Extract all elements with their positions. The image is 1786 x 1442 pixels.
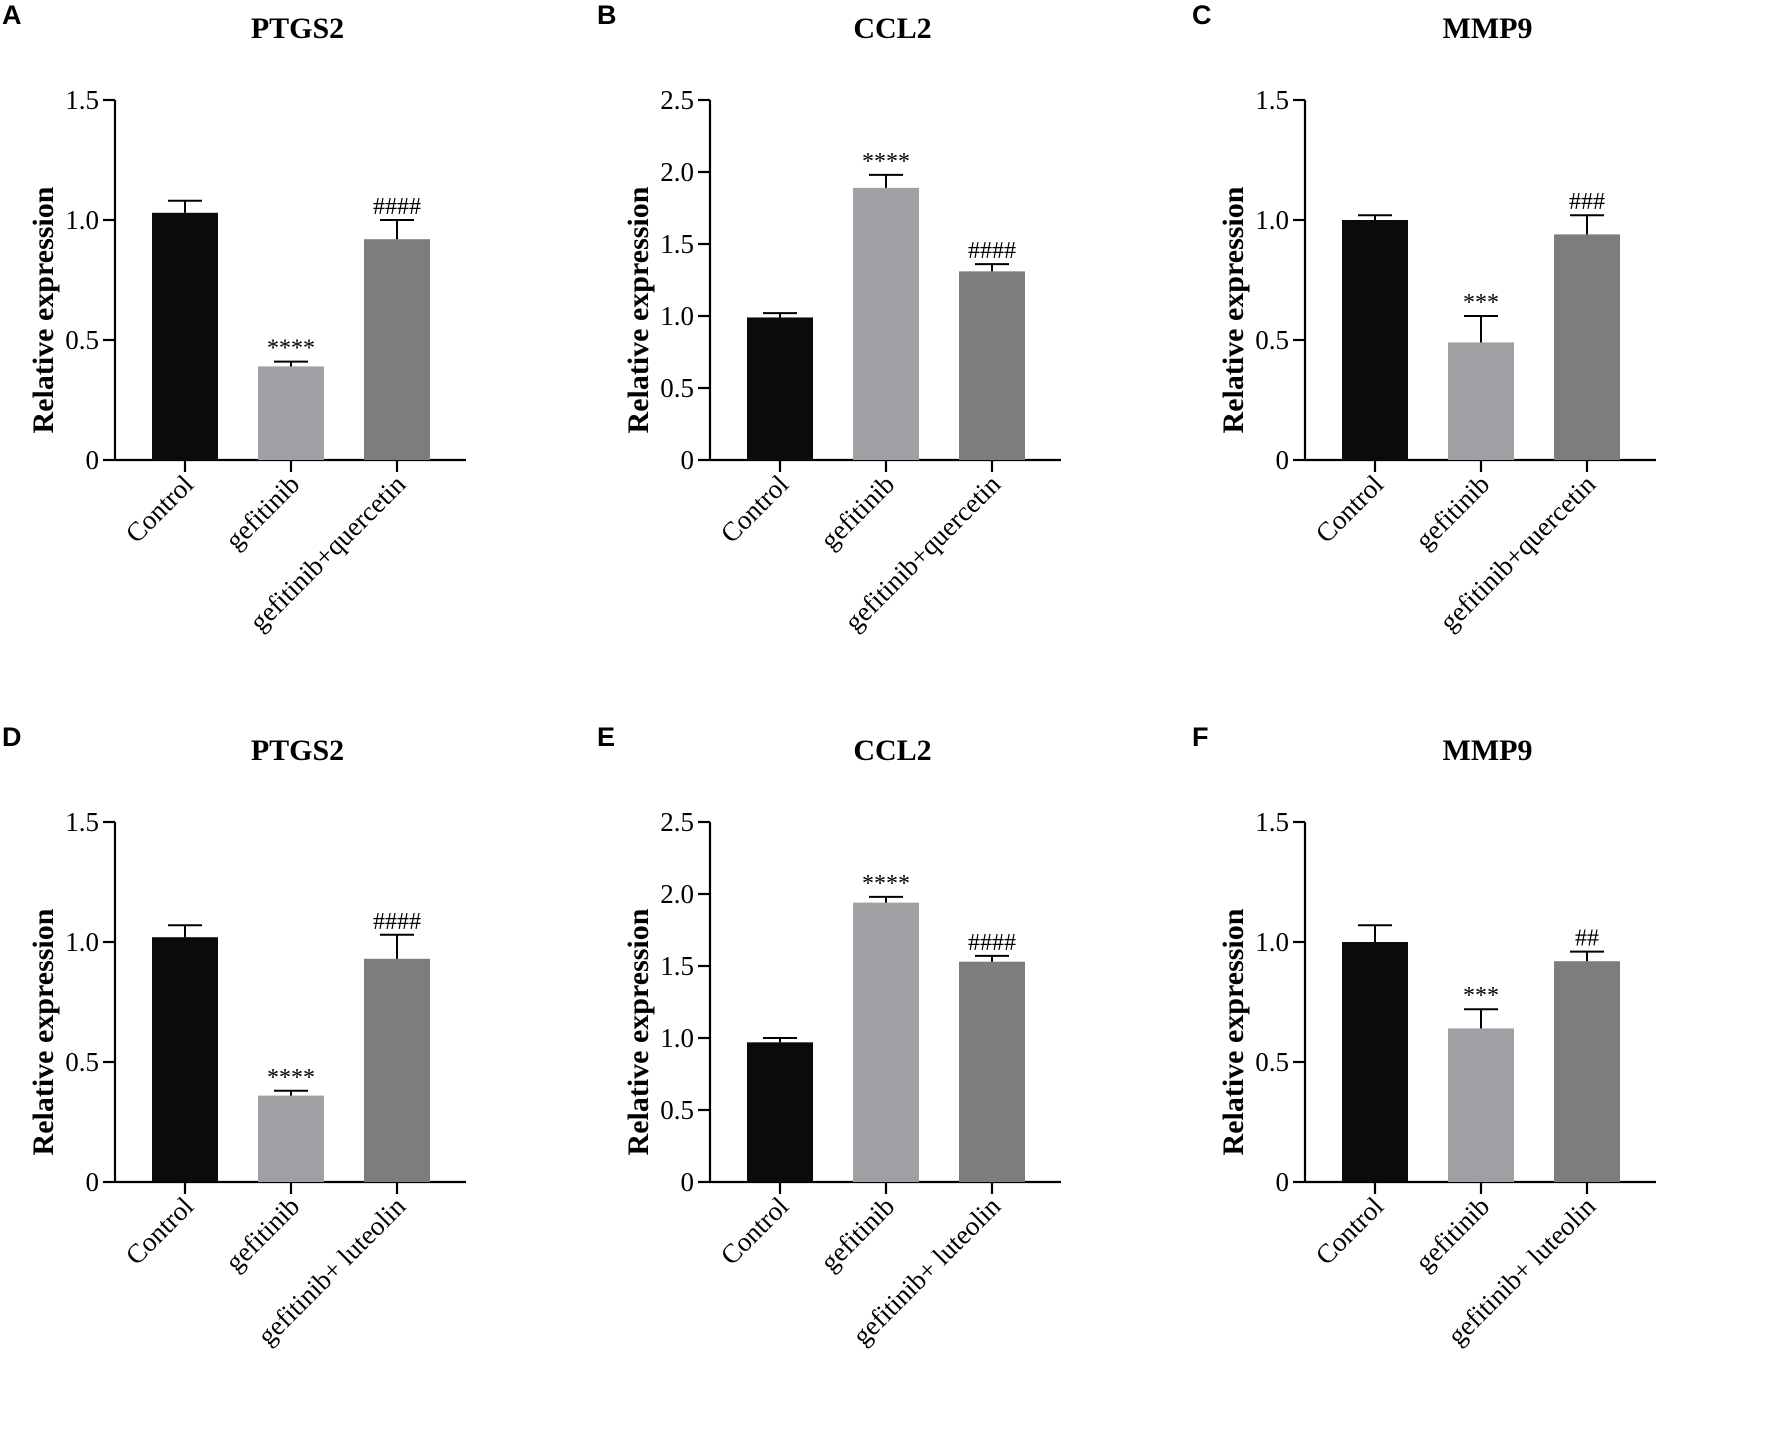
y-tick-label: 2.0 xyxy=(660,157,694,187)
bar xyxy=(364,239,430,460)
bar xyxy=(258,1095,324,1182)
y-tick-label: 1.0 xyxy=(660,301,694,331)
bar xyxy=(959,271,1025,460)
significance-label: ### xyxy=(1569,189,1605,215)
bar xyxy=(1342,220,1408,460)
x-tick-label: gefitinib xyxy=(1409,1191,1495,1277)
y-tick-label: 0 xyxy=(1276,445,1290,475)
x-tick-label: Control xyxy=(1310,469,1390,549)
bar xyxy=(152,937,218,1182)
y-tick-label: 0 xyxy=(1276,1167,1290,1197)
significance-label: #### xyxy=(373,194,421,220)
x-tick-label: Control xyxy=(715,469,795,549)
chart-title: MMP9 xyxy=(1442,12,1533,45)
y-tick-label: 1.0 xyxy=(660,1023,694,1053)
x-tick-label: Control xyxy=(120,469,200,549)
x-tick-label: gefitinib xyxy=(219,469,305,555)
panel-letter: F xyxy=(1192,722,1209,752)
x-tick-label: Control xyxy=(1310,1191,1390,1271)
chart-panel-f: F MMP9 Relative expression 0 0.5 1.0 1.5 Con… xyxy=(1190,722,1785,1437)
bar-chart-svg: 0 0.5 1.0 1.5 2.0 2.5 Control **** gefitinib ####… xyxy=(660,85,1061,637)
bar xyxy=(152,212,218,460)
y-tick-label: 0.5 xyxy=(65,325,99,355)
chart-panel-d: D PTGS2 Relative expression 0 0.5 1.0 1.5 Co… xyxy=(0,722,595,1437)
y-tick-label: 1.5 xyxy=(660,951,694,981)
y-tick-label: 0.5 xyxy=(1255,1047,1289,1077)
y-tick-label: 1.0 xyxy=(65,927,99,957)
bar xyxy=(853,902,919,1182)
y-tick-label: 1.0 xyxy=(65,205,99,235)
significance-label: *** xyxy=(1463,983,1499,1009)
y-tick-label: 1.5 xyxy=(1255,85,1289,115)
x-tick-label: Control xyxy=(120,1191,200,1271)
y-tick-label: 0.5 xyxy=(660,1095,694,1125)
chart-title: MMP9 xyxy=(1442,734,1533,767)
y-tick-label: 1.0 xyxy=(1255,927,1289,957)
bar xyxy=(1554,961,1620,1182)
chart-title: CCL2 xyxy=(853,12,932,45)
y-tick-label: 1.5 xyxy=(65,807,99,837)
chart-panel-a: A PTGS2 Relative expression 0 0.5 1.0 1.5 Co… xyxy=(0,0,595,715)
chart-panel-b: B CCL2 Relative expression 0 0.5 1.0 1.5 2.0… xyxy=(595,0,1190,715)
panel-letter: D xyxy=(2,722,22,752)
y-tick-label: 2.0 xyxy=(660,879,694,909)
bar xyxy=(1448,1028,1514,1182)
panel-letter: C xyxy=(1192,0,1212,30)
y-tick-label: 0 xyxy=(681,445,695,475)
bar xyxy=(258,366,324,460)
bar xyxy=(1342,942,1408,1182)
bar xyxy=(853,187,919,460)
significance-label: *** xyxy=(1463,290,1499,316)
significance-label: #### xyxy=(373,909,421,935)
y-tick-label: 0.5 xyxy=(660,373,694,403)
y-tick-label: 1.5 xyxy=(660,229,694,259)
significance-label: **** xyxy=(862,149,910,175)
x-tick-label: Control xyxy=(715,1191,795,1271)
bar-chart-svg: 0 0.5 1.0 1.5 2.0 2.5 Control **** gefitinib ####… xyxy=(660,807,1061,1351)
panel-letter: B xyxy=(597,0,617,30)
x-tick-label: gefitinib xyxy=(219,1191,305,1277)
y-tick-label: 0 xyxy=(681,1167,695,1197)
y-tick-label: 0.5 xyxy=(1255,325,1289,355)
chart-title: PTGS2 xyxy=(250,734,345,767)
bar xyxy=(1554,234,1620,460)
y-tick-label: 0.5 xyxy=(65,1047,99,1077)
y-tick-label: 1.0 xyxy=(1255,205,1289,235)
significance-label: ## xyxy=(1575,926,1599,952)
chart-panel-e: E CCL2 Relative expression 0 0.5 1.0 1.5 2.0… xyxy=(595,722,1190,1437)
x-tick-label: gefitinib xyxy=(1409,469,1495,555)
significance-label: #### xyxy=(968,930,1016,956)
significance-label: #### xyxy=(968,238,1016,264)
y-tick-label: 0 xyxy=(86,1167,100,1197)
y-tick-label: 1.5 xyxy=(65,85,99,115)
bar xyxy=(1448,342,1514,460)
chart-title: CCL2 xyxy=(853,734,932,767)
bar xyxy=(364,958,430,1182)
bar-chart-svg: 00.51.01.5Control***gefitinib##gefitinib… xyxy=(1255,807,1656,1351)
significance-label: **** xyxy=(862,871,910,897)
y-tick-label: 1.5 xyxy=(1255,807,1289,837)
x-tick-label: gefitinib xyxy=(814,1191,900,1277)
bar xyxy=(959,961,1025,1182)
chart-title: PTGS2 xyxy=(250,12,345,45)
bar xyxy=(747,1042,813,1182)
y-tick-label: 2.5 xyxy=(660,807,694,837)
bar-chart-svg: 00.51.01.5Control****gefitinib####gefiti… xyxy=(65,807,466,1351)
significance-label: **** xyxy=(267,1065,315,1091)
panel-letter: A xyxy=(2,0,22,30)
significance-label: **** xyxy=(267,336,315,362)
x-tick-label: gefitinib xyxy=(814,469,900,555)
y-tick-label: 0 xyxy=(86,445,100,475)
y-tick-label: 2.5 xyxy=(660,85,694,115)
bar-chart-svg: 00.51.01.5Control***gefitinib###gefitini… xyxy=(1255,85,1656,637)
bar xyxy=(747,317,813,460)
bar-chart-svg: 00.51.01.5Control****gefitinib####gefiti… xyxy=(65,85,466,637)
chart-panel-c: C MMP9 Relative expression 0 0.5 1.0 1.5 Con… xyxy=(1190,0,1785,715)
panel-letter: E xyxy=(597,722,616,752)
